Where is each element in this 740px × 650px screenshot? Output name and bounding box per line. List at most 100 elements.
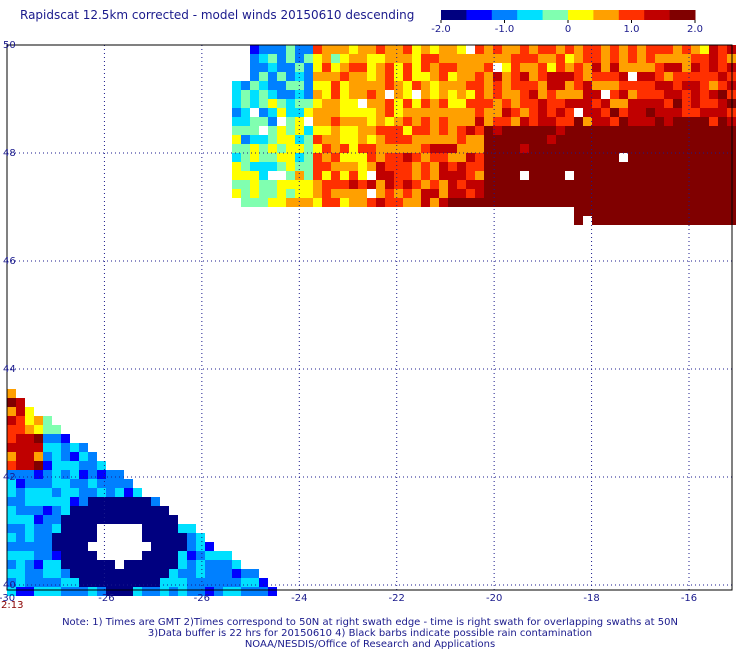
swath-cell [664,135,673,144]
swath-cell [25,425,34,434]
swath-cell [655,189,664,198]
swath-cell [52,542,61,551]
swath-cell [304,45,313,54]
swath-cell [691,162,700,171]
swath-cell [601,135,610,144]
swath-cell [583,144,592,153]
swath-cell [34,452,43,461]
swath-cell [52,560,61,569]
swath-cell [322,90,331,99]
swath-cell [547,144,556,153]
swath-cell [214,569,223,578]
swath-cell [70,479,79,488]
swath-cell [241,90,250,99]
swath-cell [196,533,205,542]
swath-cell [178,551,187,560]
swath-cell [367,63,376,72]
swath-cell [16,488,25,497]
swath-cell [250,144,259,153]
swath-cell [556,144,565,153]
swath-cell [682,144,691,153]
swath-cell [106,470,115,479]
swath-cell [7,434,16,443]
swath-cell [475,90,484,99]
swath-cell [547,45,556,54]
swath-cell [52,452,61,461]
swath-cell [367,135,376,144]
swath-cell [322,153,331,162]
swath-cell [556,135,565,144]
y-tick-label: 42 [3,472,16,483]
swath-cell [646,153,655,162]
swath-cell [232,153,241,162]
wind-difference-map: -30 -26 -24 -22 -20 -18 -16 -26 40 42 44 46 48 50 [0,40,736,604]
swath-cell [565,54,574,63]
swath-cell [457,198,466,207]
swath-cell [286,108,295,117]
swath-cell [646,180,655,189]
swath-cell [430,99,439,108]
swath-cell [691,180,700,189]
swath-cell [475,81,484,90]
swath-cell [349,99,358,108]
swath-cell [430,63,439,72]
swath-cell [43,479,52,488]
swath-cell [664,207,673,216]
swath-cell [475,108,484,117]
swath-cell [88,470,97,479]
swath-cell [277,108,286,117]
swath-cell [412,63,421,72]
swath-cell [610,162,619,171]
swath-cell [241,587,250,596]
swath-cell [475,135,484,144]
swath-cell [583,90,592,99]
swath-cell [97,587,106,596]
swath-cell [250,126,259,135]
x-tick-label: -26 [194,593,210,604]
swath-cell [259,117,268,126]
swath-cell [286,162,295,171]
swath-cell [628,108,637,117]
swath-cell [511,99,520,108]
x-tick-label: -30 [0,593,15,604]
swath-cell [142,506,151,515]
swath-cell [322,198,331,207]
swath-cell [88,587,97,596]
swath-cell [250,569,259,578]
swath-cell [331,117,340,126]
swath-cell [385,144,394,153]
swath-cell [457,135,466,144]
swath-cell [601,45,610,54]
swath-cell [628,135,637,144]
swath-cell [520,90,529,99]
swath-cell [7,488,16,497]
swath-cell [52,461,61,470]
swath-cell [628,90,637,99]
swath-cell [232,189,241,198]
swath-cell [286,144,295,153]
swath-cell [592,81,601,90]
swath-cell [601,162,610,171]
swath-cell [664,153,673,162]
swath-cell [367,126,376,135]
swath-cell [259,162,268,171]
swath-cell [16,524,25,533]
swath-cell [394,153,403,162]
swath-cell [583,126,592,135]
swath-cell [610,72,619,81]
swath-cell [25,479,34,488]
swath-cell [457,81,466,90]
swath-cell [682,198,691,207]
swath-cell [61,470,70,479]
swath-cell [466,63,475,72]
swath-cell [700,198,709,207]
swath-cell [295,135,304,144]
swath-cell [673,63,682,72]
swath-cell [331,126,340,135]
swath-cell [646,81,655,90]
swath-cell [484,117,493,126]
swath-cell [493,126,502,135]
swath-cell [493,99,502,108]
swath-cell [700,81,709,90]
swath-cell [376,126,385,135]
